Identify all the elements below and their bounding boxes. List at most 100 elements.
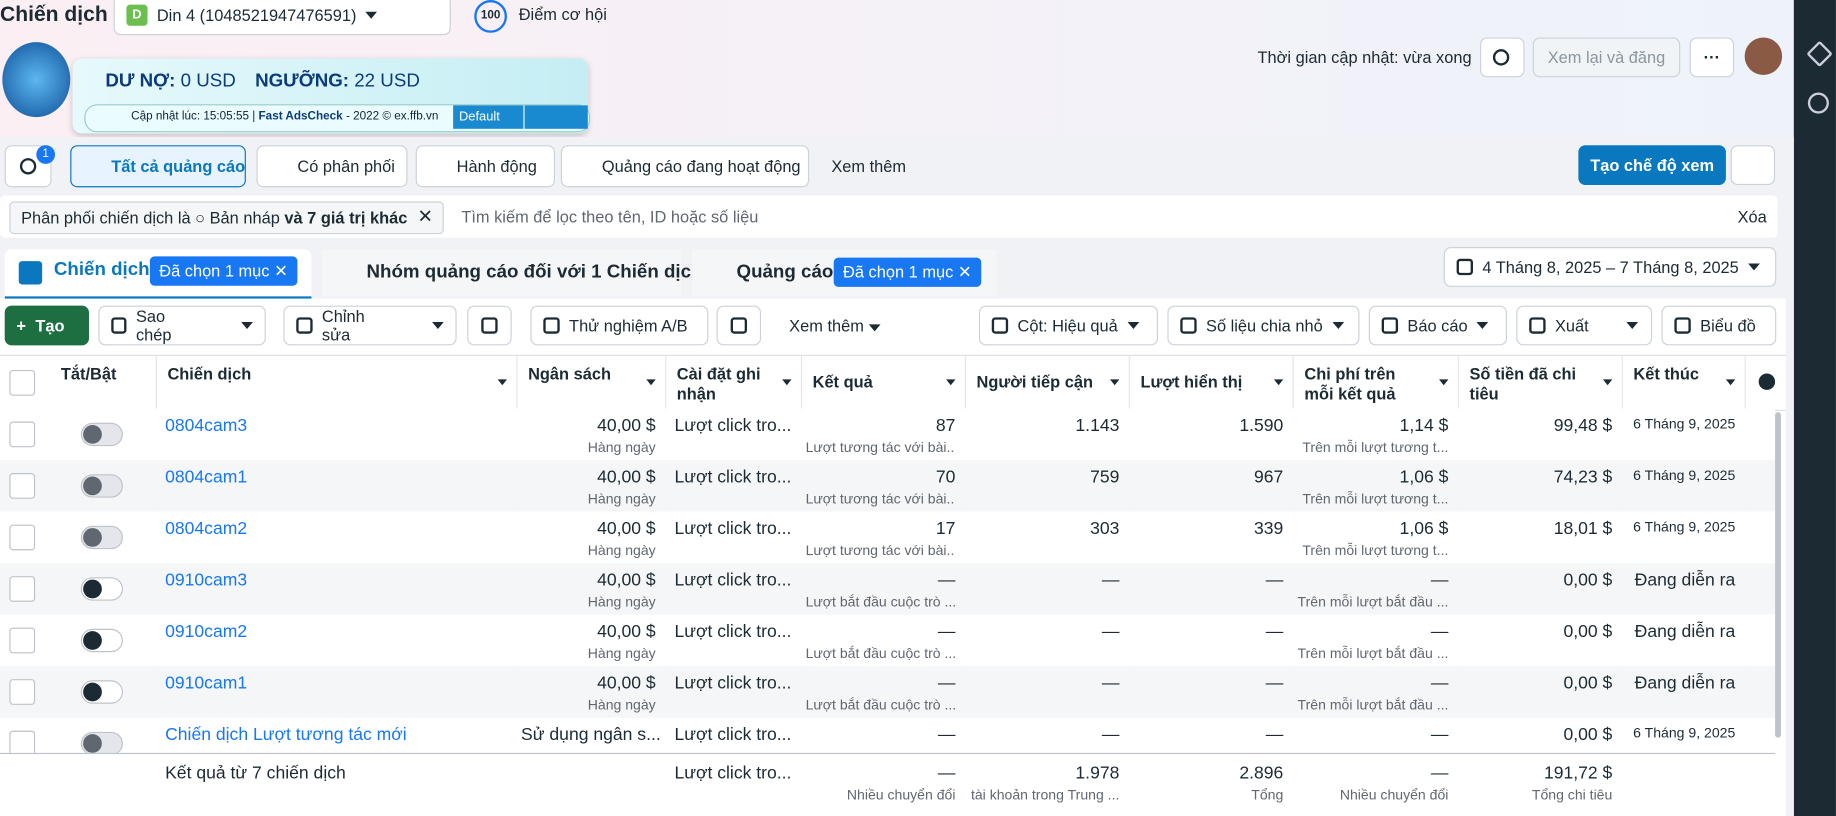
cell-budget-sub: Hàng ngày — [587, 645, 656, 662]
column-header[interactable]: Kết thúc — [1633, 364, 1699, 383]
refresh-button[interactable] — [1480, 37, 1525, 78]
cell-end: 6 Tháng 9, 2025 — [1633, 467, 1736, 484]
cell-name[interactable]: 0910cam3 — [165, 570, 248, 591]
settings-button[interactable] — [1730, 145, 1776, 186]
cell-name[interactable]: 0804cam3 — [165, 415, 248, 436]
edit-button[interactable]: Chỉnh sửa — [283, 305, 457, 346]
charts-button[interactable]: Biểu đồ — [1661, 305, 1777, 346]
cell-cpr-sub: Trên mỗi lượt bắt đầu ... — [1297, 696, 1449, 714]
cell-end: Đang diễn ra — [1634, 673, 1736, 694]
view-tab[interactable] — [70, 145, 246, 188]
mode-select[interactable]: Default — [453, 105, 524, 129]
cell-result-sub: Lượt bắt đầu cuộc trò ... — [805, 696, 956, 714]
chip-value: Bản nháp — [209, 208, 280, 228]
create-view-button[interactable]: Tạo chế độ xem — [1578, 145, 1726, 186]
delete-button[interactable] — [467, 305, 512, 346]
header-checkbox[interactable] — [9, 370, 36, 396]
avatar[interactable] — [1744, 37, 1783, 75]
table-row — [0, 614, 1776, 667]
column-header[interactable]: Lượt hiển thị — [1140, 372, 1243, 392]
date-label: 4 Tháng 8, 2025 – 7 Tháng 8, 2025 — [1482, 257, 1739, 277]
toggle-knob — [83, 682, 102, 702]
cell-result: — — [937, 673, 956, 694]
cell-name[interactable]: 0804cam1 — [165, 467, 248, 488]
cell-result-sub: Lượt bắt đầu cuộc trò ... — [805, 645, 956, 662]
copy-button[interactable]: Sao chép — [98, 305, 266, 346]
cell-result: 87 — [935, 415, 956, 436]
review-button[interactable]: Xem lại và đăng — [1532, 37, 1681, 78]
brand: Fast AdsCheck — [258, 110, 343, 123]
table-header-bg — [0, 354, 1786, 411]
cell-cpr: — — [1430, 673, 1449, 694]
footer-impressions-sub: Tổng — [1251, 786, 1284, 804]
icon — [1456, 258, 1473, 276]
icon — [1674, 317, 1691, 334]
score-label[interactable]: Điểm cơ hội — [518, 4, 607, 24]
breakdown-label: Số liệu chia nhỏ — [1206, 316, 1323, 335]
selected-label: Đã chọn 1 mục — [843, 262, 954, 282]
history-icon[interactable] — [1807, 92, 1829, 114]
breakdown-button[interactable]: Số liệu chia nhỏ — [1167, 305, 1360, 346]
more-actions[interactable]: Xem thêm — [789, 316, 881, 335]
adset-tab[interactable] — [321, 249, 682, 297]
cell-impressions: 1.590 — [1239, 415, 1284, 436]
cell-name[interactable]: Chiến dịch Lượt tương tác mới — [165, 724, 407, 745]
view-tab[interactable] — [560, 145, 810, 188]
account-selector[interactable]: D Din 4 (1048521947476591) — [113, 0, 451, 36]
reports-button[interactable]: Báo cáo — [1368, 305, 1507, 346]
column-header[interactable]: Cài đặt ghi nhận — [676, 364, 761, 403]
cell-name[interactable]: 0910cam2 — [165, 621, 248, 642]
column-header[interactable]: Người tiếp cận — [976, 372, 1093, 392]
column-header[interactable]: Chi phí trên mỗi kết quả — [1304, 364, 1396, 403]
table-row — [0, 666, 1776, 718]
filter-search[interactable]: Tìm kiếm để lọc theo tên, ID hoặc số liệ… — [461, 207, 759, 226]
cell-cpr-sub: Trên mỗi lượt tương t... — [1302, 490, 1449, 507]
column-header[interactable]: Tắt/Bật — [60, 364, 117, 383]
column-header[interactable]: Kết quả — [812, 372, 873, 392]
cell-cpr-sub: Trên mỗi lượt tương t... — [1302, 542, 1449, 559]
row-checkbox[interactable] — [9, 627, 36, 654]
tag-button[interactable] — [716, 305, 762, 346]
row-checkbox[interactable] — [9, 679, 36, 705]
column-header[interactable]: Ngân sách — [528, 364, 611, 383]
cell-name[interactable]: 0804cam2 — [165, 518, 248, 539]
score: 100 — [474, 0, 507, 33]
columns-button[interactable]: Cột: Hiệu quả — [978, 305, 1159, 346]
cell-name[interactable]: 0910cam1 — [165, 673, 248, 694]
cell-budget: Sử dụng ngân s... — [521, 724, 661, 745]
campaign-selected[interactable]: Đã chọn 1 mục ✕ — [149, 256, 298, 286]
icon — [296, 317, 313, 334]
cell-end: 6 Tháng 9, 2025 — [1633, 518, 1736, 536]
ab-test-button[interactable]: Thử nghiệm A/B — [530, 305, 709, 346]
campaign-tab-label: Chiến dịch — [53, 259, 150, 280]
view-tab[interactable] — [256, 145, 408, 188]
edit-label: Chỉnh sửa — [321, 306, 365, 345]
cell-cpr: — — [1430, 570, 1449, 591]
export-button[interactable]: Xuất — [1516, 305, 1653, 346]
debt-value: 0 USD — [180, 71, 236, 92]
column-header[interactable]: Chiến dịch — [167, 364, 252, 383]
column-header[interactable]: Số tiền đã chi tiêu — [1469, 364, 1577, 403]
ad-selected[interactable]: Đã chọn 1 mục ✕ — [833, 257, 981, 287]
row-checkbox[interactable] — [9, 421, 36, 448]
sort-caret — [782, 379, 792, 386]
chip-more: và 7 giá trị khác — [284, 208, 408, 228]
cell-reach: 1.143 — [1075, 415, 1120, 436]
row-checkbox[interactable] — [9, 576, 36, 602]
clear-filter[interactable]: Xóa — [1737, 207, 1767, 226]
view-tab-label: Có phân phối — [297, 156, 395, 176]
table-row — [0, 460, 1776, 512]
create-button[interactable]: + Tạo — [4, 305, 89, 346]
updated: Cập nhật lúc: 15:05:55 | — [131, 110, 256, 123]
more-button[interactable]: ··· — [1689, 37, 1735, 78]
row-checkbox[interactable] — [9, 473, 36, 499]
filter-chip[interactable]: Phân phối chiến dịch là ○ Bản nháp và 7 … — [9, 201, 444, 235]
add-column[interactable] — [1758, 373, 1776, 390]
view-tab[interactable] — [415, 145, 556, 188]
table-row — [0, 408, 1776, 461]
cell-spent: 0,00 $ — [1563, 673, 1613, 694]
sort-caret — [946, 379, 956, 386]
row-checkbox[interactable] — [9, 524, 36, 551]
date-range[interactable]: 4 Tháng 8, 2025 – 7 Tháng 8, 2025 — [1443, 247, 1777, 287]
extension-actions[interactable] — [524, 105, 588, 129]
